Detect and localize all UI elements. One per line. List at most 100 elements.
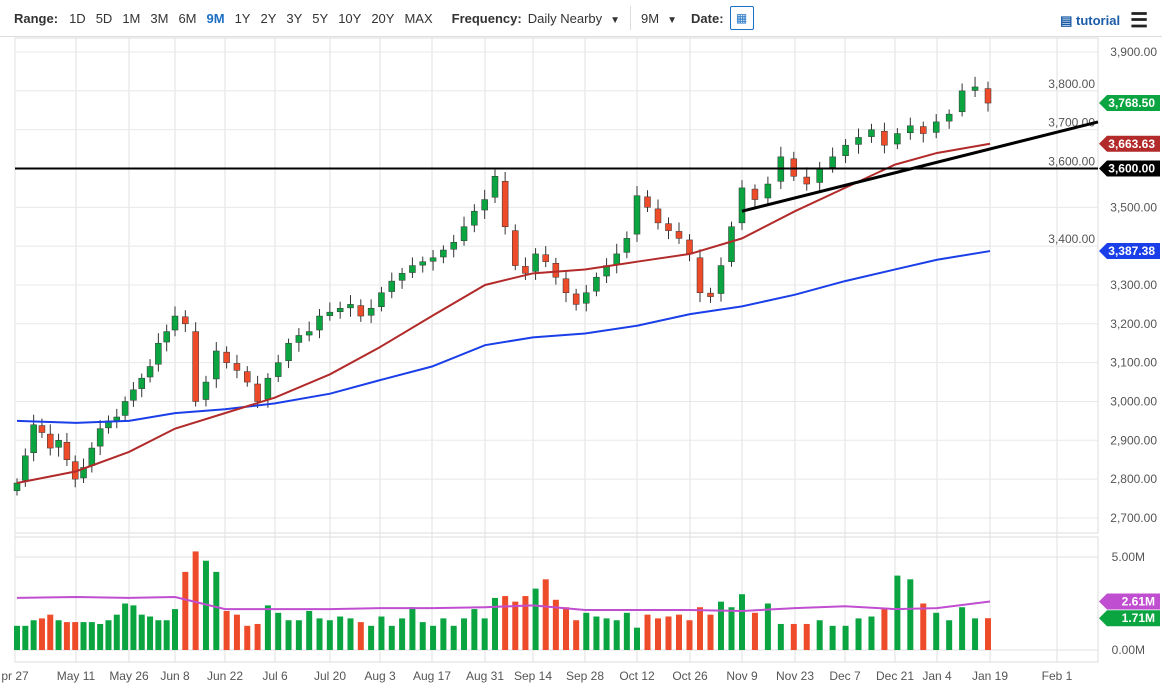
range-max[interactable]: MAX bbox=[404, 10, 433, 26]
volume-bar bbox=[326, 620, 333, 650]
volume-bar bbox=[306, 610, 313, 650]
candle bbox=[202, 381, 210, 400]
candle bbox=[686, 239, 693, 255]
range-9m[interactable]: 9M bbox=[206, 10, 225, 26]
volume-bar bbox=[295, 620, 302, 650]
candle bbox=[450, 242, 457, 250]
candle bbox=[945, 113, 953, 122]
volume-bar bbox=[816, 620, 823, 650]
price-plot-frame bbox=[14, 37, 1099, 534]
candle bbox=[501, 181, 509, 227]
range-20y[interactable]: 20Y bbox=[371, 10, 395, 26]
menu-icon[interactable]: ☰ bbox=[1130, 10, 1148, 32]
volume-bar bbox=[399, 618, 406, 650]
volume-bar bbox=[676, 614, 682, 650]
range-6m[interactable]: 6M bbox=[178, 10, 197, 26]
range-2y[interactable]: 2Y bbox=[260, 10, 277, 26]
period-select[interactable]: 9M ▼ bbox=[641, 11, 677, 26]
volume-bar bbox=[842, 625, 849, 650]
candle bbox=[121, 401, 129, 416]
x-tick-label: May 26 bbox=[109, 669, 149, 683]
candle bbox=[429, 257, 437, 262]
tutorial-link[interactable]: ▤ tutorial bbox=[1060, 12, 1121, 28]
range-3y[interactable]: 3Y bbox=[286, 10, 303, 26]
candle bbox=[63, 441, 71, 460]
volume-bar bbox=[122, 603, 129, 650]
candle bbox=[357, 305, 365, 317]
volume-bar bbox=[223, 610, 230, 650]
candle bbox=[388, 280, 396, 292]
candle bbox=[13, 482, 21, 492]
volume-bar bbox=[718, 601, 724, 650]
y-tick-label: 3,300.00 bbox=[1110, 278, 1157, 292]
candle bbox=[675, 231, 683, 239]
candle bbox=[613, 253, 620, 265]
candle bbox=[644, 196, 651, 208]
volume-bar bbox=[264, 605, 271, 650]
candle bbox=[932, 121, 940, 133]
range-5y[interactable]: 5Y bbox=[312, 10, 329, 26]
calendar-icon[interactable]: ▦ bbox=[729, 6, 754, 30]
volume-bar bbox=[686, 620, 693, 650]
volume-bar bbox=[130, 605, 137, 650]
range-label: Range: bbox=[14, 10, 59, 26]
header-right: ▤ tutorial ☰ bbox=[1060, 8, 1148, 33]
volume-bar bbox=[542, 579, 549, 650]
candle bbox=[471, 210, 478, 226]
volume-bar bbox=[829, 625, 836, 650]
volume-bar bbox=[450, 625, 457, 650]
range-5d[interactable]: 5D bbox=[95, 10, 113, 26]
frequency-select[interactable]: Daily Nearby ▼ bbox=[528, 11, 620, 26]
y-tick-label: 3,400.00 bbox=[1048, 232, 1095, 246]
candle bbox=[155, 342, 162, 365]
candle bbox=[233, 363, 241, 371]
candle bbox=[182, 316, 189, 325]
volume-bar bbox=[481, 618, 488, 650]
candle bbox=[881, 130, 888, 146]
range-1d[interactable]: 1D bbox=[69, 10, 86, 26]
y-tick-label: 3,000.00 bbox=[1110, 394, 1157, 408]
x-tick-label: pr 27 bbox=[1, 669, 29, 683]
candle bbox=[163, 331, 170, 343]
candle bbox=[419, 261, 426, 266]
candle bbox=[55, 440, 62, 448]
volume-avg-tag bbox=[1099, 593, 1160, 610]
y-tick-label: 3,600.00 bbox=[1048, 154, 1095, 168]
volume-bar bbox=[347, 618, 354, 650]
volume-bar bbox=[38, 618, 45, 650]
candle bbox=[113, 416, 121, 421]
tutorial-label: tutorial bbox=[1076, 12, 1121, 28]
x-tick-label: Feb 1 bbox=[1042, 669, 1073, 683]
candle bbox=[583, 292, 590, 304]
volume-bar bbox=[63, 622, 70, 650]
candle bbox=[367, 308, 375, 316]
x-tick-label: Aug 3 bbox=[364, 669, 396, 683]
volume-bar bbox=[739, 594, 745, 650]
level-tag bbox=[1099, 160, 1160, 177]
volume-bar bbox=[105, 620, 112, 650]
candle bbox=[764, 183, 772, 199]
volume-bar bbox=[244, 625, 251, 650]
range-1m[interactable]: 1M bbox=[122, 10, 141, 26]
volume-bar bbox=[644, 614, 651, 650]
volume-bar bbox=[933, 612, 940, 650]
candle bbox=[38, 425, 46, 433]
candle bbox=[958, 90, 966, 113]
volume-bar bbox=[357, 622, 364, 650]
candle bbox=[138, 377, 145, 389]
range-10y[interactable]: 10Y bbox=[338, 10, 362, 26]
volume-bar bbox=[894, 575, 901, 650]
candle bbox=[738, 187, 746, 224]
volume-bar bbox=[163, 620, 170, 650]
candle bbox=[409, 265, 416, 273]
volume-bar bbox=[764, 603, 771, 650]
candle bbox=[696, 257, 704, 293]
range-3m[interactable]: 3M bbox=[150, 10, 169, 26]
volume-bar bbox=[868, 616, 875, 650]
volume-bar bbox=[430, 625, 437, 650]
y-tick-label: 3,800.00 bbox=[1048, 77, 1095, 91]
range-1y[interactable]: 1Y bbox=[234, 10, 251, 26]
volume-bar bbox=[552, 599, 559, 650]
x-tick-label: Dec 21 bbox=[876, 669, 914, 683]
